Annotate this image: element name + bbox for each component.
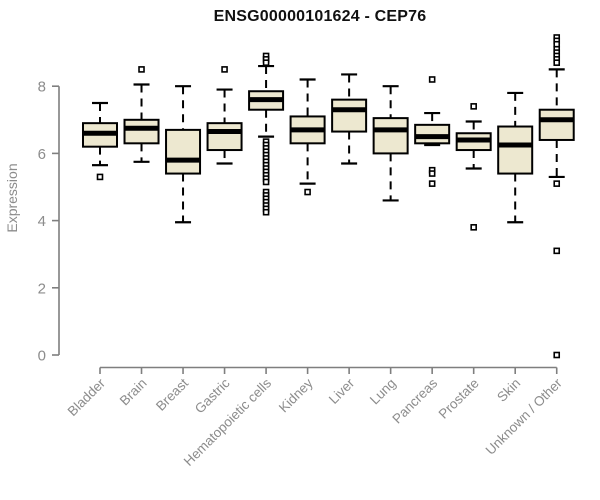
x-tick-label: Brain [117, 376, 150, 409]
boxplot-box [331, 98, 368, 133]
y-axis-title: Expression [4, 163, 20, 233]
chart-title: ENSG00000101624 - CEP76 [213, 8, 427, 25]
outlier-point [138, 66, 145, 73]
box-group [538, 34, 575, 359]
box-group [414, 76, 451, 187]
y-tick-label: 8 [38, 79, 46, 96]
boxplot-box [414, 123, 451, 145]
outlier-point [428, 76, 436, 83]
outlier-point [221, 66, 228, 73]
outlier-point [304, 188, 311, 196]
box-group [331, 73, 368, 165]
boxplot-box [123, 118, 160, 145]
box-group [372, 85, 409, 202]
x-tick-label: Skin [494, 376, 523, 405]
outlier-point [553, 59, 561, 66]
outlier-point [428, 180, 436, 187]
boxplot-box [497, 125, 534, 175]
y-tick-label: 0 [38, 348, 46, 365]
box-group [123, 66, 160, 163]
boxplot-box [372, 117, 409, 155]
box-group [289, 78, 326, 196]
x-tick-label: Pancreas [389, 375, 440, 426]
outlier-point [262, 59, 270, 66]
y-tick-label: 2 [38, 280, 46, 297]
x-tick-label: Bladder [65, 375, 109, 419]
x-tick-label: Lung [367, 376, 399, 408]
boxplot-box [538, 108, 575, 141]
y-tick-label: 4 [38, 213, 46, 230]
outlier-point [470, 103, 477, 110]
y-tick-label: 6 [38, 146, 46, 163]
box-group [248, 52, 285, 216]
x-tick-label: Kidney [276, 375, 316, 415]
boxplot-box [206, 122, 243, 152]
outlier-point [262, 178, 270, 186]
x-tick-label: Liver [326, 375, 358, 407]
x-tick-label: Prostate [436, 376, 482, 422]
box-group [165, 85, 202, 224]
outlier-point [553, 180, 561, 187]
outlier-point [262, 208, 270, 216]
outlier-point [96, 173, 104, 181]
box-group [497, 91, 534, 224]
outlier-point [553, 351, 561, 359]
box-group [455, 103, 492, 231]
x-tick-label: Gastric [192, 375, 233, 416]
outlier-point [470, 224, 477, 231]
x-tick-label: Breast [153, 375, 191, 413]
outlier-point [428, 170, 436, 177]
outlier-point [553, 247, 561, 255]
box-group [82, 101, 118, 181]
x-tick-label: Unknown / Other [483, 375, 566, 458]
boxplot-box [165, 128, 202, 175]
box-group [206, 66, 243, 165]
